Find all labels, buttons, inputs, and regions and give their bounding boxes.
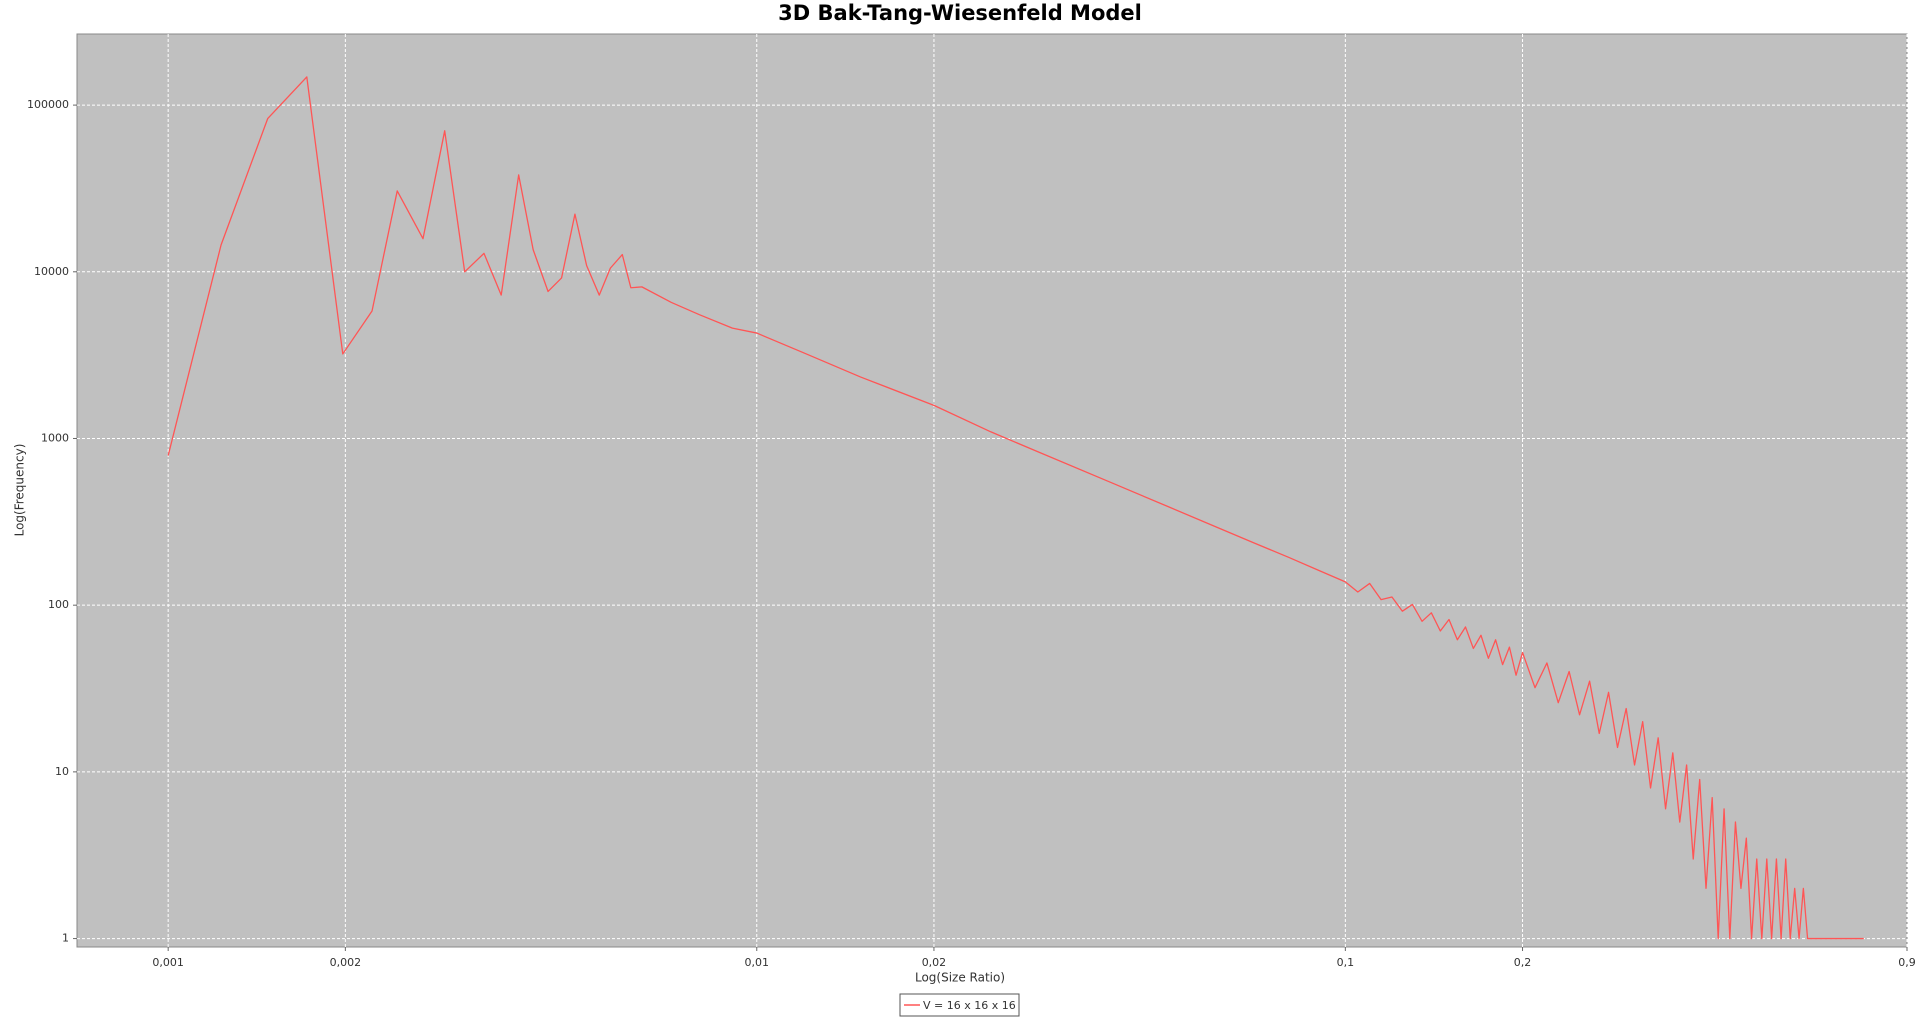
- legend-label: V = 16 x 16 x 16: [923, 999, 1016, 1012]
- x-tick-label: 0,02: [922, 956, 947, 969]
- y-tick-label: 10000: [34, 265, 69, 278]
- y-tick-label: 100000: [27, 98, 69, 111]
- x-tick-label: 0,1: [1337, 956, 1355, 969]
- legend-box: [899, 993, 1020, 1017]
- x-tick-label: 0,2: [1514, 956, 1532, 969]
- plot-area: [76, 33, 1908, 948]
- y-tick-label: 10: [55, 765, 69, 778]
- x-tick-label: 0,001: [152, 956, 184, 969]
- y-tick-label: 100: [48, 598, 69, 611]
- series-line: [167, 76, 1864, 940]
- x-tick-label: 0,002: [330, 956, 362, 969]
- y-tick-label: 1000: [41, 431, 69, 444]
- chart-title: 3D Bak-Tang-Wiesenfeld Model: [778, 1, 1142, 25]
- y-tick-label: 1: [62, 932, 69, 945]
- y-axis-label: Log(Frequency): [13, 444, 27, 537]
- x-tick-label: 0,9: [1898, 956, 1916, 969]
- x-tick-label: 0,01: [745, 956, 770, 969]
- x-axis-label: Log(Size Ratio): [915, 971, 1005, 985]
